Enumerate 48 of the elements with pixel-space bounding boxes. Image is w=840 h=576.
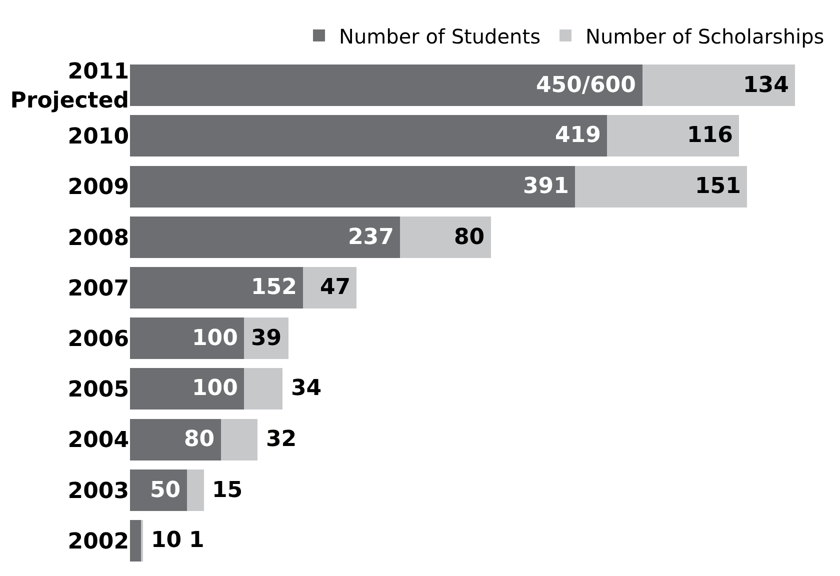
bar (244, 368, 283, 410)
data-label: 450/600 (536, 73, 636, 98)
y-tick-label: 2011 Projected (10, 60, 129, 114)
bar (642, 64, 795, 106)
data-label: 391 (523, 174, 569, 199)
y-tick-label: 2010 (68, 124, 129, 150)
bar (130, 368, 244, 410)
bar (607, 115, 740, 157)
data-label: 100 (192, 376, 238, 401)
legend-label: Number of Students (339, 24, 540, 48)
data-label: 100 (192, 326, 238, 351)
y-tick-label: 2004 (68, 428, 129, 454)
bar (130, 266, 304, 308)
data-label: 1 (189, 528, 204, 553)
data-label: 151 (695, 174, 741, 199)
data-label: 116 (687, 123, 733, 148)
bar (130, 318, 244, 360)
bar (575, 166, 748, 208)
bar (186, 469, 204, 511)
bar (130, 64, 642, 106)
data-label: 15 (212, 478, 243, 503)
data-label: 134 (743, 73, 789, 98)
y-tick-label: 2005 (68, 378, 129, 403)
data-label: 152 (251, 275, 297, 300)
data-label: 34 (291, 376, 322, 401)
y-tick-label: 2009 (68, 175, 129, 200)
y-tick-label: 2002 (68, 529, 129, 554)
data-label: 50 (150, 478, 181, 503)
y-tick-label: 2007 (68, 276, 129, 302)
y-tick-label: 2008 (68, 226, 129, 251)
data-label: 80 (454, 225, 485, 250)
bar (130, 166, 576, 208)
data-label: 39 (251, 326, 282, 351)
data-label: 80 (184, 427, 215, 452)
bar (221, 418, 258, 460)
y-tick-label: 2003 (68, 478, 129, 504)
bar (130, 520, 142, 562)
data-label: 237 (348, 225, 394, 250)
bar (130, 418, 222, 460)
bar (400, 216, 491, 258)
bar (130, 115, 608, 157)
y-tick-label: 2006 (68, 327, 129, 352)
data-label: 32 (266, 427, 297, 452)
data-label: 419 (555, 123, 601, 148)
bar (130, 216, 400, 258)
legend-label: Number of Scholarships (585, 24, 824, 48)
data-label: 10 (151, 528, 182, 553)
data-label: 47 (320, 275, 351, 300)
